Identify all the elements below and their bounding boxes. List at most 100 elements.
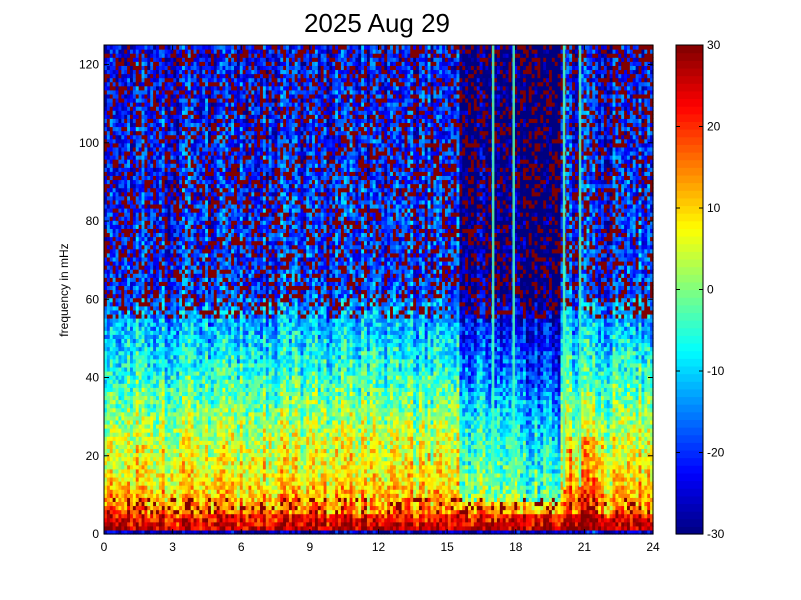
heatmap-cell [135, 354, 140, 360]
heatmap-cell [144, 489, 148, 494]
heatmap-cell [147, 285, 151, 291]
heatmap-cell [109, 256, 114, 262]
heatmap-cell [118, 49, 122, 54]
heatmap-cell [138, 256, 143, 262]
heatmap-cell [121, 142, 125, 148]
heatmap-cell [132, 432, 137, 437]
heatmap-cell [118, 330, 122, 335]
heatmap-cell [121, 179, 125, 185]
heatmap-cell [115, 93, 120, 99]
heatmap-cell [147, 468, 151, 474]
heatmap-cell [112, 440, 117, 445]
heatmap-cell [115, 326, 120, 331]
heatmap-cell [135, 362, 140, 368]
heatmap-cell [104, 481, 108, 486]
heatmap-cell [106, 525, 111, 531]
heatmap-cell [112, 118, 117, 124]
heatmap-cell [109, 265, 114, 270]
heatmap-cell [112, 171, 117, 176]
heatmap-cell [135, 485, 140, 490]
heatmap-cell [104, 452, 108, 458]
heatmap-cell [130, 167, 134, 172]
heatmap-cell [121, 167, 125, 172]
heatmap-cell [104, 346, 108, 352]
heatmap-cell [144, 281, 148, 287]
heatmap-cell [109, 407, 114, 413]
heatmap-cell [141, 163, 146, 168]
heatmap-cell [141, 171, 146, 176]
heatmap-cell [115, 358, 120, 364]
heatmap-cell [104, 411, 108, 417]
heatmap-cell [141, 195, 146, 201]
heatmap-cell [112, 318, 117, 323]
heatmap-cell [106, 371, 111, 376]
heatmap-cell [104, 419, 108, 425]
heatmap-cell [124, 301, 128, 307]
heatmap-cell [147, 448, 151, 454]
heatmap-cell [144, 61, 148, 66]
heatmap-cell [115, 277, 120, 282]
heatmap-cell [147, 476, 151, 482]
heatmap-cell [130, 183, 134, 189]
heatmap-cell [135, 464, 140, 470]
heatmap-cell [130, 281, 134, 287]
heatmap-cell [127, 118, 131, 124]
heatmap-cell [141, 371, 146, 376]
heatmap-cell [106, 419, 111, 425]
heatmap-cell [124, 411, 128, 417]
heatmap-cell [112, 297, 117, 303]
heatmap-cell [144, 183, 148, 189]
heatmap-cell [106, 256, 111, 262]
heatmap-cell [112, 110, 117, 115]
heatmap-cell [127, 171, 131, 176]
heatmap-cell [138, 289, 143, 295]
heatmap-cell [124, 309, 128, 315]
heatmap-cell [127, 476, 131, 482]
heatmap-cell [141, 309, 146, 315]
heatmap-cell [106, 228, 111, 234]
heatmap-cell [135, 187, 140, 193]
heatmap-cell [141, 97, 146, 103]
heatmap-cell [130, 130, 134, 136]
heatmap-cell [109, 476, 114, 482]
heatmap-cell [106, 110, 111, 115]
heatmap-cell [112, 342, 117, 348]
heatmap-cell [141, 240, 146, 246]
heatmap-cell [127, 301, 131, 307]
heatmap-cell [132, 476, 137, 482]
heatmap-cell [138, 399, 143, 405]
heatmap-cell [135, 432, 140, 437]
heatmap-cell [138, 346, 143, 352]
heatmap-cell [135, 163, 140, 168]
heatmap-cell [144, 440, 148, 445]
heatmap-cell [104, 220, 108, 225]
heatmap-cell [121, 403, 125, 409]
heatmap-cell [132, 379, 137, 384]
heatmap-cell [124, 493, 128, 498]
heatmap-cell [135, 260, 140, 266]
heatmap-cell [124, 228, 128, 234]
heatmap-cell [138, 228, 143, 234]
heatmap-cell [127, 452, 131, 458]
heatmap-cell [115, 85, 120, 91]
heatmap-cell [147, 452, 151, 458]
heatmap-cell [104, 256, 108, 262]
heatmap-cell [127, 122, 131, 128]
heatmap-cell [121, 265, 125, 270]
heatmap-cell [141, 476, 146, 482]
heatmap-cell [141, 403, 146, 409]
heatmap-cell [135, 265, 140, 270]
heatmap-cell [132, 415, 137, 421]
heatmap-cell [141, 301, 146, 307]
heatmap-cell [121, 318, 125, 323]
heatmap-cell [127, 338, 131, 344]
heatmap-cell [144, 240, 148, 246]
heatmap-cell [115, 362, 120, 368]
heatmap-cell [124, 167, 128, 172]
heatmap-cell [127, 375, 131, 380]
heatmap-cell [132, 69, 137, 75]
heatmap-cell [121, 432, 125, 437]
heatmap-cell [124, 468, 128, 474]
heatmap-cell [132, 375, 137, 380]
